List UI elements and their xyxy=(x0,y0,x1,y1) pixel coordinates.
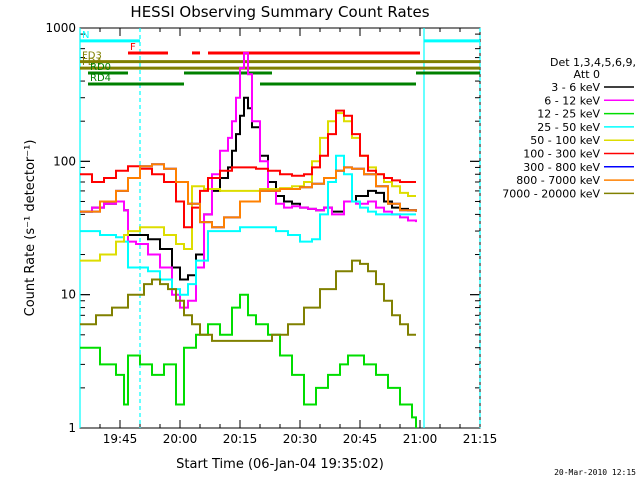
y-tick-label: 100 xyxy=(53,154,76,168)
state-bar-label: RD4 xyxy=(90,73,111,84)
state-bar-label: F xyxy=(130,42,136,53)
state-bar-label: N xyxy=(82,30,89,41)
series-line xyxy=(80,109,416,229)
legend-entry-label: 6 - 12 keV xyxy=(544,94,600,107)
state-bar-label: FD4 xyxy=(82,57,102,68)
y-tick-label: 10 xyxy=(61,288,76,302)
legend-entry-label: 12 - 25 keV xyxy=(537,108,600,121)
x-tick-label: 21:15 xyxy=(463,432,498,446)
legend-entry-label: 3 - 6 keV xyxy=(551,81,600,94)
series-line xyxy=(80,154,416,296)
legend-entry-label: 7000 - 20000 keV xyxy=(502,187,600,200)
legend-title-1: Det 1,3,4,5,6,9, xyxy=(550,56,636,69)
series-line xyxy=(80,293,417,428)
legend-entry-label: 25 - 50 keV xyxy=(537,121,600,134)
chart-title: HESSI Observing Summary Count Rates xyxy=(130,3,429,21)
legend-title-2: Att 0 xyxy=(574,68,600,81)
x-tick-label: 19:45 xyxy=(103,432,138,446)
series-line xyxy=(80,51,417,309)
x-tick-label: 20:15 xyxy=(223,432,258,446)
y-tick-label: 1000 xyxy=(45,21,76,35)
axis-ticks xyxy=(79,27,481,429)
series-line xyxy=(80,112,416,262)
series-lines xyxy=(80,51,417,428)
legend-entry-label: 800 - 7000 keV xyxy=(516,174,600,187)
series-line xyxy=(80,259,416,342)
x-axis-label: Start Time (06-Jan-04 19:35:02) xyxy=(176,457,384,472)
state-bar-label: FD3 xyxy=(82,51,102,62)
x-tick-labels: 19:45 20:00 20:15 20:30 20:45 21:00 21:15 xyxy=(103,432,498,446)
legend-entry-label: 100 - 300 keV xyxy=(523,148,600,161)
footer-timestamp: 20-Mar-2010 12:15 xyxy=(554,468,636,477)
series-line xyxy=(80,163,417,229)
x-tick-label: 20:45 xyxy=(343,432,378,446)
legend-entry-label: 300 - 800 keV xyxy=(523,161,600,174)
x-tick-label: 20:30 xyxy=(283,432,318,446)
x-tick-label: 21:00 xyxy=(403,432,438,446)
series-line xyxy=(80,96,417,281)
legend-entry-label: 50 - 100 keV xyxy=(530,134,600,147)
x-tick-label: 20:00 xyxy=(163,432,198,446)
y-tick-label: 1 xyxy=(68,421,76,435)
y-tick-labels: 1 10 100 1000 xyxy=(45,21,76,435)
state-bar-label: RD0 xyxy=(90,62,111,73)
y-axis-label: Count Rate (s⁻¹ detector⁻¹) xyxy=(23,140,38,317)
